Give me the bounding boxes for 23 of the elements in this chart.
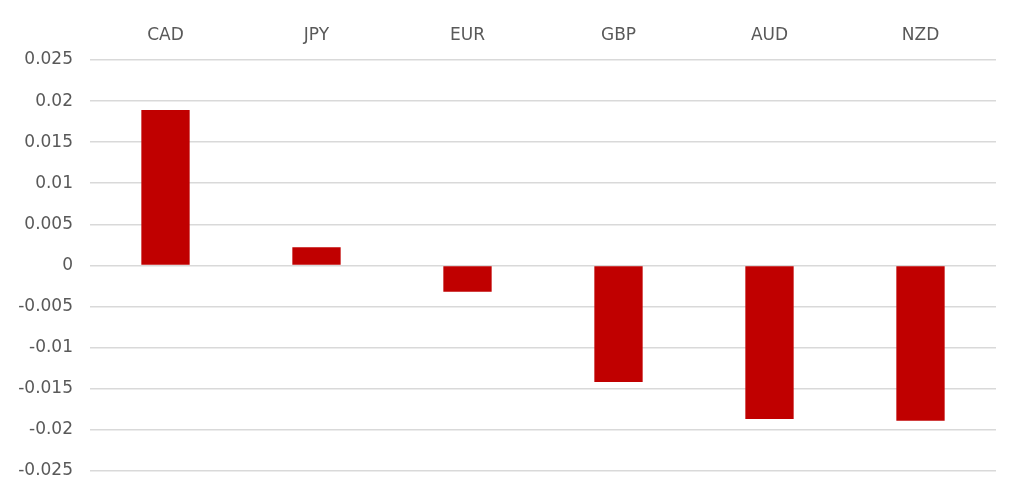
y-tick-label: 0.02: [35, 89, 73, 110]
bar: [745, 266, 794, 420]
y-tick-label: -0.02: [29, 418, 73, 439]
x-tick-label: NZD: [901, 24, 940, 45]
y-tick-label: -0.005: [18, 294, 73, 315]
y-tick-label: -0.025: [18, 459, 73, 480]
y-tick-label: 0.005: [24, 212, 73, 233]
bar: [292, 247, 341, 265]
y-tick-label: -0.01: [29, 335, 73, 356]
y-tick-label: 0: [62, 253, 73, 274]
bar: [896, 266, 945, 421]
y-tick-label: 0.025: [24, 48, 73, 69]
x-tick-label: AUD: [750, 24, 789, 45]
bar: [594, 266, 643, 383]
bar: [443, 266, 492, 292]
bar: [141, 110, 190, 265]
x-tick-label: EUR: [450, 24, 486, 45]
y-tick-label: 0.01: [35, 171, 73, 192]
y-tick-label: -0.015: [18, 377, 73, 398]
y-tick-label: 0.015: [24, 130, 73, 151]
x-tick-label: GBP: [600, 24, 637, 45]
x-tick-label: CAD: [147, 24, 184, 45]
x-tick-label: JPY: [302, 24, 330, 45]
